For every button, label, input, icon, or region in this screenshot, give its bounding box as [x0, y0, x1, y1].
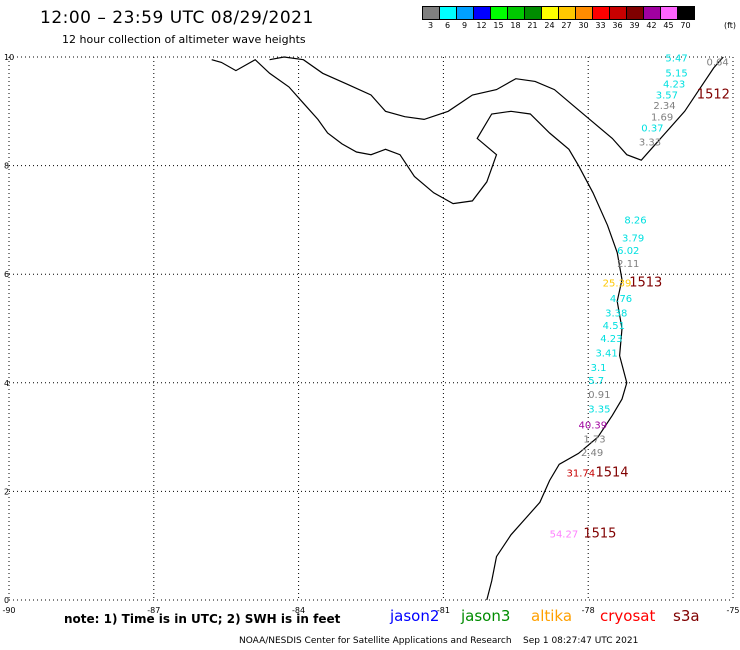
wave-height-value: 0.91 [588, 390, 610, 401]
legend-swatch [677, 6, 695, 20]
wave-height-value: 8.26 [624, 216, 646, 227]
wave-height-value: 5.15 [665, 69, 687, 80]
wave-height-value: 3.41 [595, 349, 617, 360]
wave-height-value: 6.02 [617, 246, 639, 257]
pass-number-labels: 1512 1513 1514 1515 [583, 87, 730, 541]
wave-height-value: 2.11 [617, 259, 639, 270]
pass-number: 1515 [583, 527, 616, 542]
legend-bin: 18 [507, 6, 525, 30]
legend-label: 6 [444, 21, 451, 30]
lat-tick-label: 0 [4, 596, 9, 605]
lat-tick-label: 6 [4, 270, 9, 279]
lon-tick-label: -84 [292, 606, 305, 615]
legend-label: 15 [493, 21, 504, 30]
legend-label: 18 [510, 21, 521, 30]
wave-height-value: 0.64 [706, 58, 728, 69]
credit-line: NOAA/NESDIS Center for Satellite Applica… [239, 636, 638, 646]
pass-number: 1513 [629, 276, 662, 291]
legend-label: 45 [663, 21, 674, 30]
pacific-coastline [211, 58, 628, 601]
wave-height-value: 25.39 [603, 279, 632, 290]
wave-height-value: 1.69 [651, 113, 673, 124]
legend-label: 33 [595, 21, 606, 30]
wave-height-value: 31.74 [566, 469, 595, 480]
wave-height-value: 3.38 [605, 309, 627, 320]
wave-height-value: 3.79 [622, 234, 644, 245]
legend-label: 42 [646, 21, 657, 30]
lon-tick-label: -81 [437, 606, 450, 615]
lat-tick-label: 10 [4, 53, 14, 62]
wave-height-value: 4.51 [603, 321, 625, 332]
legend-bin: 42 [643, 6, 661, 30]
legend-label: 27 [561, 21, 572, 30]
timestamp: Sep 1 08:27:47 UTC 2021 [523, 636, 639, 646]
wave-height-value: 2.34 [653, 101, 675, 112]
satellite-name: cryosat [600, 607, 656, 625]
wave-height-value: 40.39 [579, 420, 608, 431]
legend-unit: (ft) [724, 21, 737, 30]
lat-tick-label: 4 [4, 379, 9, 388]
wave-height-color-legend: 3 6 9 12 15 18 21 24 27 30 33 36 39 42 45 70 [422, 6, 695, 30]
pass-number: 1514 [595, 466, 628, 481]
wave-height-value: 4.76 [610, 294, 632, 305]
legend-label: 24 [544, 21, 555, 30]
lat-lon-grid [8, 56, 734, 601]
lon-tick-label: -87 [147, 606, 160, 615]
lon-tick-label: -90 [2, 606, 15, 615]
legend-label: 12 [476, 21, 487, 30]
legend-label: 9 [461, 21, 468, 30]
credit-text: NOAA/NESDIS Center for Satellite Applica… [239, 636, 512, 646]
satellite-name: jason2 [390, 607, 440, 625]
legend-label: 3 [427, 21, 434, 30]
caribbean-coastline [269, 56, 724, 161]
lon-tick-label: -75 [726, 606, 739, 615]
satellite-name: altika [531, 607, 573, 625]
legend-label: 70 [680, 21, 691, 30]
wave-height-value: 3.33 [639, 138, 661, 149]
wave-height-value: 4.23 [600, 334, 622, 345]
legend-bin: 70 [677, 6, 695, 30]
wave-height-value: 3.57 [656, 90, 678, 101]
lat-tick-label: 2 [4, 487, 9, 496]
lat-tick-label: 8 [4, 162, 9, 171]
satellite-name: s3a [673, 607, 700, 625]
lon-tick-label: -78 [582, 606, 595, 615]
legend-label: 21 [527, 21, 538, 30]
wave-height-value: 54.27 [550, 530, 579, 541]
legend-label: 30 [578, 21, 589, 30]
wave-height-value: 2.49 [581, 448, 603, 459]
wave-height-labels: 0.645.475.154.233.572.341.690.373.338.26… [550, 53, 729, 540]
pass-number: 1512 [697, 87, 730, 102]
wave-height-value: 3.35 [588, 405, 610, 416]
wave-height-value: 0.37 [641, 123, 663, 134]
legend-bin: 9 [456, 6, 474, 30]
wave-height-value: 3.1 [591, 363, 607, 374]
wave-height-value: 5.7 [588, 376, 604, 387]
legend-label: 36 [612, 21, 623, 30]
page-title: 12:00 – 23:59 UTC 08/29/2021 [40, 8, 314, 28]
satellite-name: jason3 [461, 607, 511, 625]
footnote: note: 1) Time is in UTC; 2) SWH is in fe… [64, 612, 341, 626]
axis-tick-labels: -90 -87 -84 -81 -78 -75 0 2 4 6 8 10 [2, 53, 739, 615]
coastline [211, 56, 724, 601]
page-subtitle: 12 hour collection of altimeter wave hei… [62, 33, 306, 46]
legend-label: 39 [629, 21, 640, 30]
wave-height-value: 1.73 [583, 435, 605, 446]
wave-height-value: 5.47 [665, 53, 687, 64]
wave-height-value: 4.23 [663, 79, 685, 90]
